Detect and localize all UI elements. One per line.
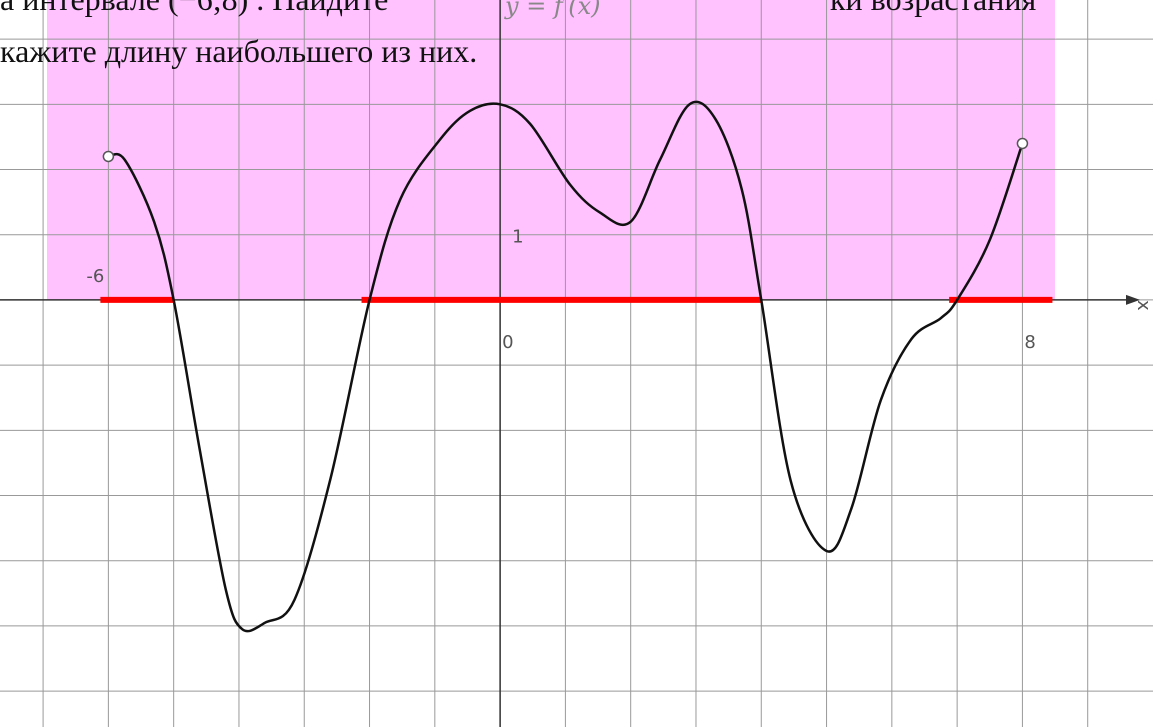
problem-text: ки возрастания [830, 0, 1036, 17]
y-tick-label: 1 [512, 227, 523, 248]
endpoint [102, 150, 115, 163]
marks [100, 100, 1053, 633]
x-tick-label: -6 [86, 266, 104, 287]
function-curve [108, 100, 1024, 633]
endpoint [1016, 137, 1029, 150]
x-axis-label: x [1133, 300, 1153, 311]
problem-text: а интервале (−6;8) . Найдите [0, 0, 388, 17]
highlight-region [47, 0, 1055, 300]
problem-text: кажите длину наибольшего из них. [0, 33, 477, 69]
background [47, 0, 1055, 300]
formula: y = f′(x) [504, 0, 601, 20]
x-tick-label: 8 [1024, 332, 1035, 353]
x-axis-arrow [1126, 294, 1140, 305]
x-tick-label: 0 [502, 332, 513, 353]
